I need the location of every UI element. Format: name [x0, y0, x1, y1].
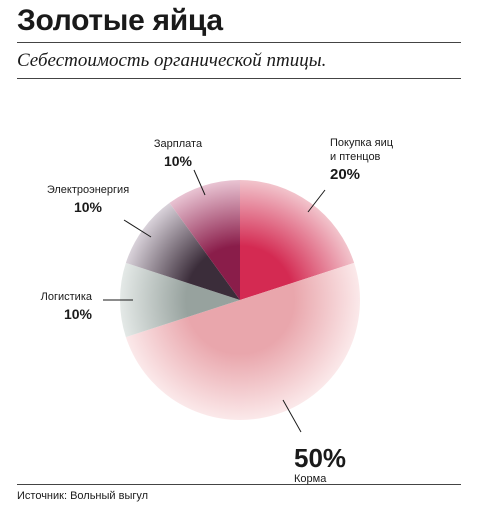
pie-slice [125, 202, 240, 300]
subtitle-rule [17, 78, 461, 79]
title-rule [17, 42, 461, 43]
slice-percent-label: 20% [330, 166, 360, 183]
slice-name-label: Логистика [41, 291, 93, 303]
slice-name-label: Покупка яиц [330, 137, 394, 149]
slice-name-label: Зарплата [154, 138, 203, 150]
chart-title: Золотые яйца [17, 4, 223, 37]
slice-percent-label: 50% [294, 443, 346, 473]
leader-lines [103, 169, 326, 433]
footer-rule [17, 484, 461, 485]
pie-slice [169, 180, 240, 300]
chart-subtitle: Себестоимость органической птицы. [17, 50, 327, 71]
leader-line [193, 169, 206, 196]
leader-line [282, 399, 302, 433]
source-note: Источник: Вольный выгул [17, 490, 149, 502]
slice-labels: Покупка яиц и птенцов 20% 50%Корма Логистика… [41, 137, 394, 485]
slice-percent-label: 10% [164, 153, 193, 169]
slice-name-label: Корма [294, 473, 327, 485]
pie-slice [119, 262, 240, 338]
slice-name-label: и птенцов [330, 151, 381, 163]
pie-slices [119, 180, 361, 421]
leader-line [307, 189, 326, 213]
slice-name-label: Электроэнергия [47, 184, 129, 196]
pie-slice [240, 180, 355, 300]
slice-percent-label: 10% [64, 306, 93, 322]
slice-percent-label: 10% [74, 199, 103, 215]
pie-slice [125, 262, 361, 421]
leader-line [123, 219, 152, 238]
